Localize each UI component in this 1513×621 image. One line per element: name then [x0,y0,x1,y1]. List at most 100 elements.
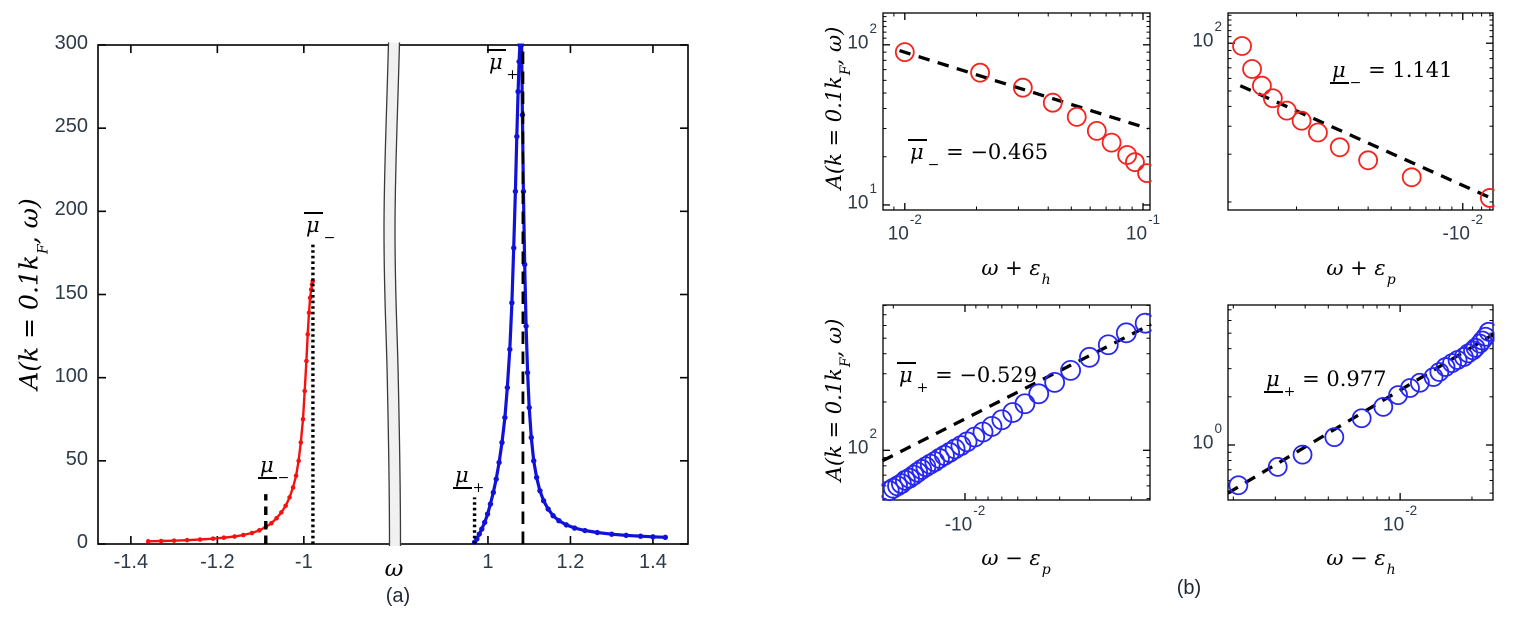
data-point [1291,110,1312,131]
marker-dot [545,506,551,512]
data-point [1044,372,1066,393]
mu-symbol: μ [487,49,506,73]
ylabel-text: , ω) [821,318,846,358]
axis-break-edge [383,42,391,547]
data-point [1409,372,1430,393]
mu-under-plus-label: μ+ [453,463,484,496]
panel-b1-series [894,42,1152,184]
tick-label: 250 [32,115,88,138]
marker-dot [662,534,669,541]
tick-text: -2 [973,503,986,518]
ylabel-subscript: F [838,357,855,368]
tick-text: 10 [1125,223,1148,245]
tick-text: 10 [847,192,869,214]
marker-dot [582,527,588,534]
panel-b4-xlabel: ω − εh [1326,546,1395,578]
tick-label: -1.4 [114,551,148,574]
panel-b2-frame [1227,12,1494,211]
marker-dot [556,518,562,524]
mu-subscript: + [916,380,929,397]
marker-dot [240,532,246,538]
marker-dot [650,534,656,540]
data-point [1086,121,1107,141]
marker-dot [533,474,540,481]
marker-dot [496,459,502,466]
mu-bar-minus-label: μ− [304,212,335,246]
marker-dot [269,520,274,526]
tick-text: 10 [847,32,869,54]
ylabel-text: A(k = 0.1k [821,76,846,190]
marker-dot [499,439,505,446]
marker-dot [531,458,537,464]
ylabel-subscript: F [838,65,855,76]
tick-label: 10-2 [888,212,922,245]
mu-symbol: μ [897,362,916,386]
marker-dot [304,358,309,364]
marker-dot [296,458,301,464]
marker-dot [274,515,279,521]
panel-a-xlabel-omega: ω [384,556,404,582]
mu-under-minus-label: μ− [258,453,289,486]
marker-dot [184,537,190,543]
panel-b3-series [881,312,1152,502]
tick-label: 102 [1160,19,1222,52]
ylabel-text: A(k = 0.1k [821,368,846,482]
panel-b4-series [1227,321,1495,496]
fit-line [899,49,1149,131]
fit-line [881,322,1152,463]
tick-label: 100 [1160,421,1222,454]
marker-dot [540,498,547,504]
tick-label: 10-2 [1383,503,1417,536]
tick-label: -10-2 [945,503,985,536]
panel-b1-xlabel: ω + εh [981,256,1050,288]
tick-text: 10 [1383,514,1405,536]
panel-b4-ticks [1228,305,1493,500]
data-point [1012,77,1033,98]
tick-text: 50 [65,447,88,470]
hole-branch [148,280,314,543]
xlabel-text: ω + ε [1326,256,1386,280]
xlabel-text: ω − ε [981,546,1041,570]
data-point [1066,106,1087,127]
marker-dot [507,346,513,353]
mu-subscript: − [927,157,940,174]
tick-text: 300 [54,32,88,54]
tick-text: -1 [294,551,313,573]
mu-symbol: μ [1264,369,1283,393]
data-point [1351,408,1372,429]
data-point [1232,36,1252,56]
tick-label: 150 [32,282,88,305]
data-point [1458,343,1479,364]
data-point [1373,397,1394,417]
marker-dot [484,511,491,517]
data-point [1308,122,1328,143]
tick-text: 250 [54,115,88,138]
data-point [1276,100,1297,121]
xlabel-subscript: p [1386,272,1396,289]
tick-label: 300 [32,32,88,55]
marker-dot [302,388,308,394]
data-point [894,42,915,63]
tick-text: 0 [1214,420,1222,436]
data-point [1042,92,1063,113]
tick-text: 100 [54,364,88,387]
tick-text: -1.2 [200,551,235,573]
marker-dot [528,434,534,441]
marker-dot [637,533,644,539]
marker-dot [481,519,488,526]
mu-subscript: + [1283,384,1296,401]
marker-dot [571,525,578,531]
marker-dot [523,323,529,329]
axis-break-edge [394,42,402,547]
marker-dot [515,88,521,95]
marker-dot [293,473,299,479]
marker-dot [232,534,237,539]
tick-text: 1.2 [556,551,585,573]
data-point [1478,321,1495,342]
panel-b2-series [1232,36,1495,208]
annotation-b4-exponent: μ+ = 0.977 [1264,367,1386,400]
tick-text: 1 [869,180,877,196]
data-point [1358,150,1379,171]
panel-b1-ticks [883,13,1150,210]
mu-symbol: μ [453,465,472,489]
